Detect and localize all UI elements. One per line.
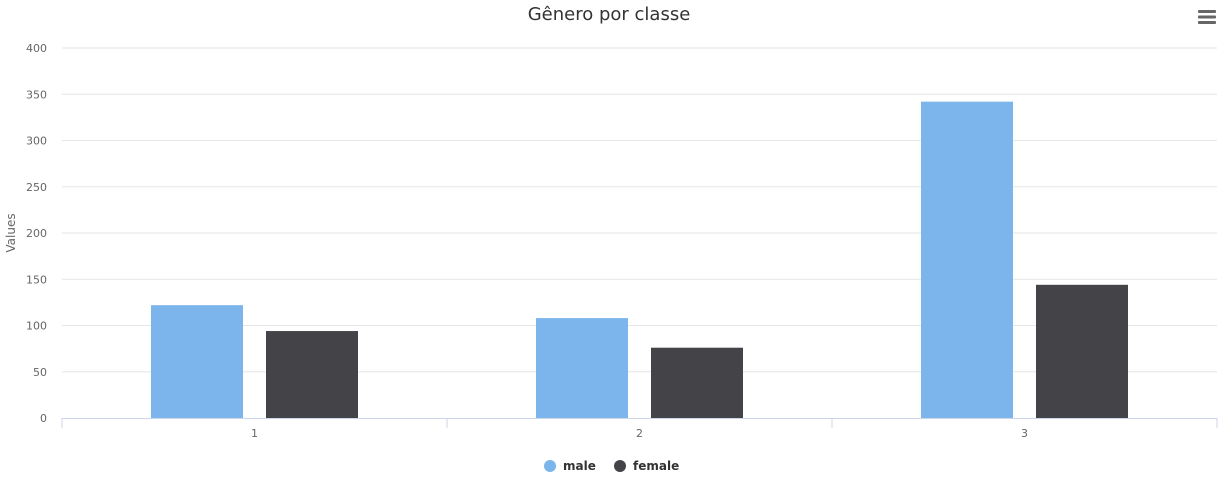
x-tick-label: 1 <box>251 427 258 440</box>
hamburger-menu-icon[interactable] <box>1198 10 1216 24</box>
y-tick-label: 400 <box>26 42 47 55</box>
legend: male female <box>544 459 679 473</box>
legend-item-male[interactable]: male <box>544 459 596 473</box>
bar-male-3[interactable] <box>921 101 1013 419</box>
legend-marker <box>614 460 626 472</box>
y-axis-title: Values <box>4 213 18 252</box>
chart-title: Gênero por classe <box>528 4 691 25</box>
y-tick-label: 350 <box>26 88 47 101</box>
y-tick-label: 100 <box>26 320 47 333</box>
bar-male-2[interactable] <box>536 318 628 418</box>
legend-label: female <box>633 459 679 473</box>
bar-female-3[interactable] <box>1036 284 1128 418</box>
grid-lines <box>62 47 1217 373</box>
bar-female-2[interactable] <box>651 347 743 418</box>
y-tick-label: 150 <box>26 273 47 286</box>
y-tick-label: 200 <box>26 227 47 240</box>
y-axis-tick-labels: 0 50 100 150 200 250 300 350 400 <box>26 42 47 425</box>
y-tick-label: 250 <box>26 181 47 194</box>
bars <box>151 101 1128 419</box>
y-tick-label: 0 <box>40 412 47 425</box>
x-tick-label: 2 <box>636 427 643 440</box>
y-tick-label: 300 <box>26 135 47 148</box>
legend-item-female[interactable]: female <box>614 459 679 473</box>
legend-label: male <box>563 459 596 473</box>
legend-marker <box>544 460 556 472</box>
x-axis: 1 2 3 <box>61 418 1218 440</box>
bar-male-1[interactable] <box>151 305 243 418</box>
x-tick-label: 3 <box>1021 427 1028 440</box>
y-tick-label: 50 <box>33 366 47 379</box>
chart-menu-button[interactable] <box>1194 6 1218 28</box>
bar-female-1[interactable] <box>266 331 358 418</box>
